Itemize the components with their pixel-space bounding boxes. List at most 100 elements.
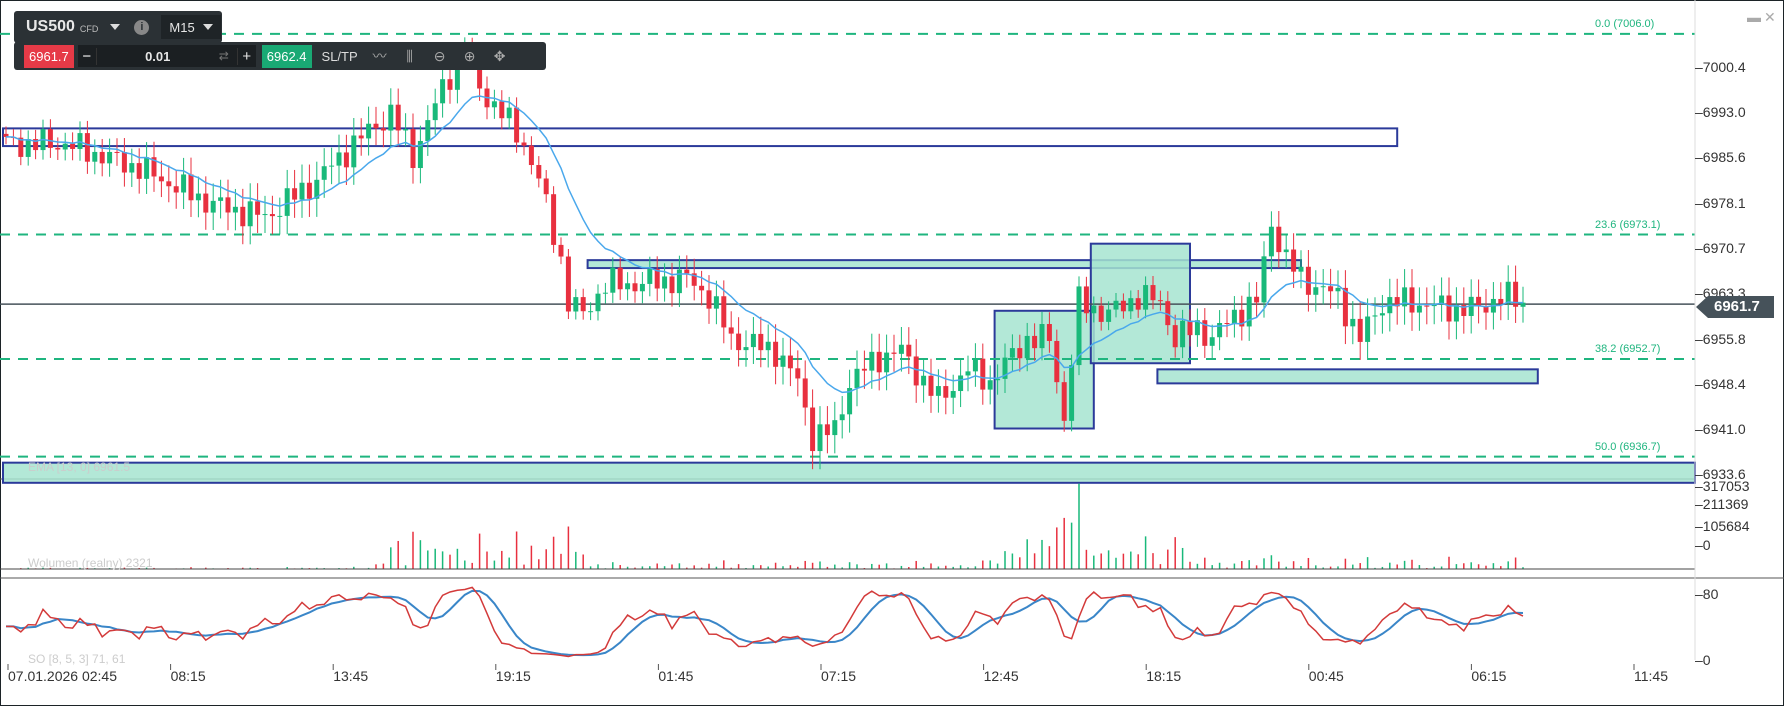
candle-body bbox=[1424, 305, 1430, 307]
candle-body bbox=[166, 181, 172, 187]
candle-body bbox=[817, 424, 823, 452]
candle-body bbox=[1505, 281, 1511, 304]
candlestick-icon[interactable]: ⫼ bbox=[406, 47, 413, 64]
candle-body bbox=[736, 333, 742, 351]
candle-body bbox=[425, 120, 431, 141]
candle-body bbox=[1054, 340, 1060, 383]
candle-body bbox=[565, 256, 571, 312]
time-tick-label: 01:45 bbox=[658, 668, 694, 684]
candle-body bbox=[521, 142, 527, 146]
buy-button[interactable]: 6962.4 bbox=[261, 44, 312, 68]
candle-body bbox=[25, 139, 31, 157]
candle-body bbox=[3, 133, 9, 137]
candle-body bbox=[824, 424, 830, 436]
candle-body bbox=[1483, 306, 1489, 313]
candle-body bbox=[306, 182, 312, 199]
candle-body bbox=[114, 151, 120, 153]
candle-body bbox=[1446, 295, 1452, 322]
candle-body bbox=[743, 347, 749, 351]
swap-icon[interactable]: ⇄ bbox=[218, 49, 229, 63]
candle-body bbox=[898, 344, 904, 354]
candle-body bbox=[181, 174, 187, 193]
volume-input[interactable]: 0.01 bbox=[145, 48, 171, 64]
increase-button[interactable]: + bbox=[236, 47, 256, 65]
candle-body bbox=[802, 378, 808, 408]
candle-body bbox=[662, 276, 668, 289]
candle-body bbox=[861, 368, 867, 371]
decrease-button[interactable]: − bbox=[78, 47, 97, 65]
zoom-in-icon[interactable]: ⊕ bbox=[463, 47, 476, 64]
candle-body bbox=[232, 206, 238, 213]
minimize-icon[interactable]: ▬ bbox=[1747, 9, 1761, 25]
candle-body bbox=[417, 140, 423, 169]
zone-rectangle bbox=[2, 461, 1696, 484]
symbol-type: CFD bbox=[79, 23, 99, 34]
volume-legend[interactable]: Wolumen (realny) 2321 bbox=[28, 556, 153, 570]
candle-body bbox=[1106, 309, 1112, 322]
candle-body bbox=[1409, 287, 1415, 313]
candle-body bbox=[699, 285, 705, 291]
candle-body bbox=[1357, 318, 1363, 342]
candle-body bbox=[1009, 348, 1015, 358]
candle-body bbox=[203, 193, 209, 213]
fib-level-label: 23.6 (6973.1) bbox=[1595, 218, 1661, 231]
candle-body bbox=[1379, 313, 1385, 316]
line-chart-icon[interactable]: 〰 bbox=[372, 48, 387, 64]
candle-body bbox=[684, 269, 690, 274]
candle-body bbox=[158, 176, 164, 182]
candle-body bbox=[536, 165, 542, 179]
candle-body bbox=[292, 188, 298, 200]
candle-body bbox=[972, 358, 978, 372]
info-icon[interactable]: i bbox=[134, 19, 150, 35]
price-tick-label: –6993.0 bbox=[1695, 104, 1746, 121]
candle-body bbox=[728, 327, 734, 334]
symbol-name[interactable]: US500 bbox=[26, 18, 75, 35]
candle-body bbox=[935, 386, 941, 396]
candle-body bbox=[1143, 285, 1149, 310]
candle-body bbox=[18, 137, 24, 157]
candle-body bbox=[580, 297, 586, 312]
zoom-out-icon[interactable]: ⊖ bbox=[433, 47, 446, 64]
candle-body bbox=[477, 56, 483, 89]
candle-body bbox=[706, 290, 712, 309]
sell-button[interactable]: 6961.7 bbox=[24, 44, 74, 68]
candle-body bbox=[765, 341, 771, 351]
close-icon[interactable]: ✕ bbox=[1764, 9, 1776, 25]
timeframe-select[interactable]: M15 bbox=[161, 15, 221, 39]
symbol-dropdown-icon[interactable] bbox=[110, 24, 121, 30]
candle-body bbox=[314, 179, 320, 199]
move-icon[interactable]: ✥ bbox=[493, 47, 506, 64]
candle-body bbox=[1194, 320, 1200, 336]
candle-body bbox=[891, 352, 897, 354]
candle-body bbox=[1076, 286, 1082, 366]
fib-level-label: 38.2 (6952.7) bbox=[1595, 342, 1661, 355]
so-legend[interactable]: SO [8, 5, 3] 71, 61 bbox=[28, 652, 126, 666]
candle-body bbox=[528, 145, 534, 166]
candle-body bbox=[47, 129, 53, 148]
candle-body bbox=[403, 129, 409, 131]
candle-body bbox=[617, 267, 623, 290]
candle-body bbox=[876, 351, 882, 373]
time-tick-label: 12:45 bbox=[983, 668, 1019, 684]
candle-body bbox=[373, 123, 379, 129]
candle-body bbox=[277, 215, 283, 217]
trade-toolbar: 6961.7 − 0.01 ⇄ + 6962.4 SL/TP 〰 ⫼ ⊖ ⊕ ✥ bbox=[14, 42, 546, 70]
time-tick-label: 00:45 bbox=[1308, 668, 1344, 684]
ema-legend[interactable]: EMA [13, 0] 6961.5 bbox=[28, 460, 131, 474]
candle-body bbox=[987, 380, 993, 390]
time-tick-label: 19:15 bbox=[495, 668, 531, 684]
candle-body bbox=[795, 368, 801, 379]
candle-body bbox=[573, 297, 579, 312]
sltp-button[interactable]: SL/TP bbox=[321, 48, 358, 64]
candle-body bbox=[1098, 305, 1104, 322]
candle-body bbox=[950, 391, 956, 398]
candle-body bbox=[210, 200, 216, 213]
candle-body bbox=[669, 276, 675, 294]
candle-body bbox=[1402, 287, 1408, 307]
candle-body bbox=[380, 128, 386, 131]
candle-body bbox=[321, 166, 327, 180]
volume-tick-label: –0 bbox=[1695, 537, 1711, 553]
candle-body bbox=[432, 103, 438, 121]
price-tick-label: –6933.6 bbox=[1695, 466, 1746, 483]
